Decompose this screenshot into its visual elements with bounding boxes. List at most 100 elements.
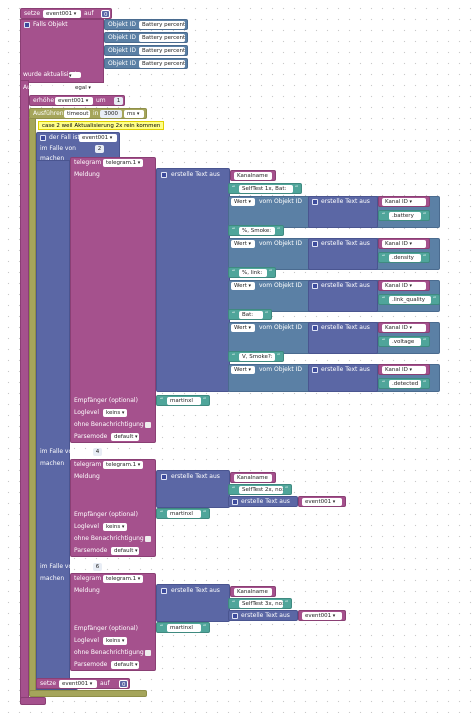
gear-icon[interactable] (232, 499, 238, 505)
channel-id-dropdown[interactable]: Kanal ID (382, 282, 426, 290)
text-literal[interactable]: “.voltage” (378, 336, 430, 347)
timeout-block[interactable]: Ausführen timeout in 3000 ms (29, 108, 147, 119)
create-text-block[interactable]: erstelle Text aus (156, 470, 230, 508)
gear-icon[interactable] (312, 283, 318, 289)
channel-id-block[interactable]: Kanal ID (378, 364, 430, 375)
set-variable-block-top[interactable]: setze event001 auf 0 (20, 8, 112, 19)
text-literal[interactable]: “SelfTest 1x, Bat: ” (228, 183, 302, 194)
variable-dropdown[interactable]: event001 (302, 498, 342, 506)
channel-id-block[interactable]: Kanal ID (378, 322, 430, 333)
gear-icon[interactable] (40, 135, 46, 141)
variable-dropdown[interactable]: event001 (59, 680, 97, 688)
object-id-block[interactable]: Objekt ID Battery percent (104, 19, 188, 30)
variable-dropdown[interactable]: event001 (55, 97, 93, 105)
gear-icon[interactable] (161, 474, 167, 480)
variable-block[interactable]: event001 (298, 496, 346, 507)
object-id-block[interactable]: Objekt ID Battery percent (104, 45, 188, 56)
create-text-block[interactable]: erstelle Text aus (308, 280, 378, 312)
text-literal[interactable]: “V, Smoke?: ” (228, 351, 284, 362)
no-notify-checkbox[interactable] (145, 650, 151, 656)
channel-id-dropdown[interactable]: Kanal ID (382, 198, 426, 206)
text-value[interactable]: .detected (389, 380, 421, 388)
trigger-dropdown[interactable]: egal (72, 84, 98, 92)
text-value[interactable]: V, Smoke?: (239, 353, 275, 361)
telegram-block[interactable]: telegram telegram.1 Meldung Empfänger (o… (70, 157, 156, 443)
text-literal[interactable]: “%, link: ” (228, 267, 276, 278)
channel-name-block[interactable]: Kanalname (230, 586, 276, 597)
object-id-value[interactable]: Battery percent (139, 60, 185, 68)
value-field[interactable]: 0 (101, 10, 110, 18)
recipient-value[interactable]: martinxl (167, 510, 201, 518)
case-value[interactable]: 6 (93, 563, 102, 571)
trigger-event-block[interactable] (20, 19, 104, 83)
instance-dropdown[interactable]: telegram.1 (103, 159, 143, 167)
text-literal[interactable]: “SelfTest 2x, no: ” (228, 484, 292, 495)
recipient-value[interactable]: martinxl (167, 397, 201, 405)
gear-icon[interactable] (24, 22, 30, 28)
object-id-block[interactable]: Objekt ID Battery percent (104, 58, 188, 69)
create-text-block[interactable]: erstelle Text aus (308, 238, 378, 270)
create-text-block[interactable]: erstelle Text aus (156, 168, 230, 392)
channel-id-dropdown[interactable]: Kanal ID (382, 366, 426, 374)
switch-block[interactable]: der Fall ist event001 im Falle von 2 mac… (36, 132, 120, 162)
text-literal[interactable]: “.link_quality” (378, 294, 440, 305)
increase-block[interactable]: erhöhe event001 um 1 (29, 95, 125, 106)
text-value[interactable]: SelfTest 1x, Bat: (239, 185, 293, 193)
object-id-value[interactable]: Battery percent (139, 34, 185, 42)
loglevel-dropdown[interactable]: keins (103, 523, 127, 531)
gear-icon[interactable] (312, 325, 318, 331)
object-id-value[interactable]: Battery percent (139, 47, 185, 55)
telegram-block[interactable]: telegram telegram.1 Meldung Empfänger (o… (70, 573, 156, 671)
text-literal[interactable]: “%, Smoke: ” (228, 225, 284, 236)
text-literal[interactable]: “SelfTest 3x, no: ” (228, 598, 292, 609)
variable-dropdown[interactable]: event001 (43, 10, 81, 18)
create-text-block[interactable]: erstelle Text aus (156, 584, 230, 622)
text-literal[interactable]: “.density” (378, 252, 430, 263)
text-value[interactable]: %, Smoke: (239, 227, 275, 235)
instance-dropdown[interactable]: telegram.1 (103, 461, 143, 469)
no-notify-checkbox[interactable] (145, 422, 151, 428)
gear-icon[interactable] (312, 241, 318, 247)
channel-name-block[interactable]: Kanalname (230, 472, 276, 483)
value-field[interactable]: 0 (119, 680, 128, 688)
loglevel-dropdown[interactable]: keins (103, 637, 127, 645)
gear-icon[interactable] (232, 613, 238, 619)
timeout-name[interactable]: timeout (64, 110, 90, 118)
create-text-block[interactable]: erstelle Text aus (228, 496, 298, 507)
text-value[interactable]: Bat: (239, 311, 263, 319)
channel-id-block[interactable]: Kanal ID (378, 196, 430, 207)
create-text-block[interactable]: erstelle Text aus (308, 364, 378, 392)
channel-id-block[interactable]: Kanal ID (378, 238, 430, 249)
create-text-block[interactable]: erstelle Text aus (228, 610, 298, 621)
text-value[interactable]: SelfTest 2x, no: (239, 486, 284, 494)
gear-icon[interactable] (161, 588, 167, 594)
value-dropdown[interactable]: Wert (231, 198, 255, 206)
no-notify-checkbox[interactable] (145, 536, 151, 542)
recipient-value[interactable]: martinxl (167, 624, 201, 632)
telegram-block[interactable]: telegram telegram.1 Meldung Empfänger (o… (70, 459, 156, 557)
channel-id-block[interactable]: Kanal ID (378, 280, 430, 291)
timeout-ms[interactable]: 3000 (100, 110, 122, 118)
recipient-text-block[interactable]: “ martinxl ” (156, 508, 210, 519)
variable-dropdown[interactable]: event001 (302, 612, 342, 620)
gear-icon[interactable] (312, 367, 318, 373)
parse-dropdown[interactable]: default (111, 661, 139, 669)
channel-id-dropdown[interactable]: Kanal ID (382, 240, 426, 248)
recipient-text-block[interactable]: “ martinxl ” (156, 622, 210, 633)
gear-icon[interactable] (312, 199, 318, 205)
case-value[interactable]: 2 (95, 145, 104, 153)
variable-dropdown[interactable]: event001 (79, 134, 117, 142)
text-value[interactable]: .link_quality (389, 296, 431, 304)
text-value[interactable]: .battery (389, 212, 421, 220)
text-literal[interactable]: “ Bat: ” (228, 309, 272, 320)
channel-id-dropdown[interactable]: Kanal ID (382, 324, 426, 332)
loglevel-dropdown[interactable]: keins (103, 409, 127, 417)
text-value[interactable]: .voltage (389, 338, 421, 346)
channel-name-block[interactable]: Kanalname (230, 170, 276, 181)
gear-icon[interactable] (161, 172, 167, 178)
case-value[interactable]: 4 (93, 448, 102, 456)
create-text-block[interactable]: erstelle Text aus (308, 196, 378, 228)
value-dropdown[interactable]: Wert (231, 282, 255, 290)
value-dropdown[interactable]: Wert (231, 324, 255, 332)
object-id-block[interactable]: Objekt ID Battery percent (104, 32, 188, 43)
